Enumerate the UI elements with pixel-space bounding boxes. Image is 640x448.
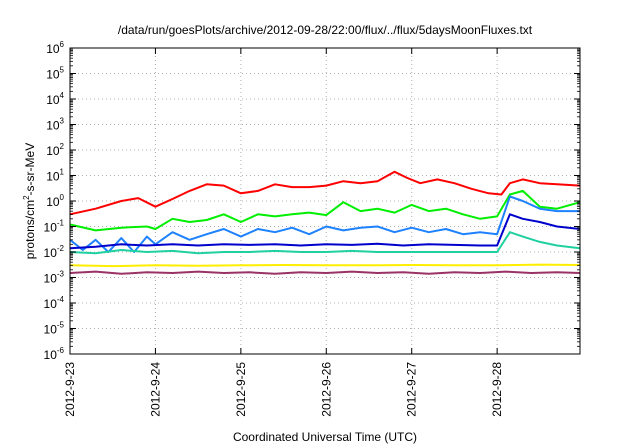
y-tick-label: 10-3	[44, 270, 65, 286]
x-axis-label: Coordinated Universal Time (UTC)	[233, 430, 417, 444]
y-tick-label: 102	[46, 142, 64, 158]
x-axis-ticks: 2012-9-23 2012-9-24 2012-9-25 2012-9-26 2012…	[63, 48, 504, 417]
x-tick-label: 2012-9-23	[63, 362, 77, 417]
y-tick-label: 100	[46, 193, 64, 209]
y-tick-label: 101	[46, 168, 64, 184]
x-tick-label: 2012-9-26	[319, 362, 333, 417]
y-tick-label: 103	[46, 117, 64, 133]
series-line	[69, 263, 581, 268]
y-tick-label: 104	[46, 91, 64, 107]
x-tick-label: 2012-9-27	[405, 362, 419, 417]
series-line	[69, 195, 580, 253]
y-axis-ticks: 10-6 10-5 10-4 10-3 10-2 10-1 100 101 102 103 104 1…	[44, 40, 580, 362]
series-line	[69, 231, 581, 255]
data-series	[69, 170, 581, 275]
y-axis-label: protons/cm2-s-sr-MeV	[22, 143, 37, 259]
series-line	[69, 189, 581, 232]
y-tick-label: 106	[46, 40, 64, 56]
x-tick-label: 2012-9-24	[148, 362, 162, 417]
series-line	[69, 213, 581, 250]
y-tick-label: 10-1	[44, 219, 65, 235]
y-tick-label: 10-6	[44, 346, 65, 362]
y-tick-label: 10-4	[44, 295, 65, 311]
series-line	[69, 270, 581, 275]
x-tick-label: 2012-9-25	[234, 362, 248, 417]
y-tick-label: 105	[46, 66, 64, 82]
series-line	[69, 170, 581, 216]
grid-lines	[70, 48, 580, 354]
y-tick-label: 10-5	[44, 321, 65, 337]
x-tick-label: 2012-9-28	[490, 362, 504, 417]
chart-title: /data/run/goesPlots/archive/2012-09-28/2…	[118, 23, 533, 37]
y-tick-label: 10-2	[44, 244, 65, 260]
